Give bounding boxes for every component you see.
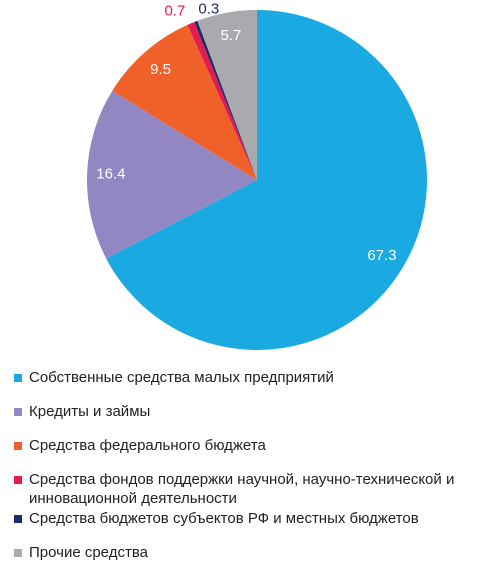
data-label: 0.3: [198, 1, 219, 18]
legend-item: Средства фондов поддержки научной, научн…: [14, 470, 469, 508]
legend-swatch: [14, 442, 22, 450]
legend-swatch: [14, 549, 22, 557]
data-label: 67.3: [367, 247, 396, 264]
data-label: 9.5: [150, 61, 171, 78]
legend-swatch: [14, 476, 22, 484]
pie-slice: [197, 10, 257, 180]
pie-slice: [187, 21, 257, 180]
legend-label: Кредиты и займы: [29, 403, 151, 420]
pie-slice: [112, 24, 257, 180]
legend-item: Средства федерального бюджета: [14, 436, 469, 455]
legend-item: Кредиты и займы: [14, 402, 469, 421]
legend-swatch: [14, 408, 22, 416]
pie-slice: [87, 90, 257, 259]
legend-swatch: [14, 374, 22, 382]
chart: 67.3 16.4 9.5 0.7 0.35.7: [87, 1, 428, 351]
legend-label: Средства федерального бюджета: [29, 437, 266, 454]
legend-label: Средства фондов поддержки научной, научн…: [29, 471, 455, 507]
legend-label: Средства бюджетов субъектов РФ и местных…: [29, 510, 419, 527]
pie-slice: [194, 20, 257, 181]
legend-item: Прочие средства: [14, 543, 469, 562]
legend-item: Средства бюджетов субъектов РФ и местных…: [14, 509, 469, 528]
pie-slice: [106, 10, 428, 351]
data-label: 5.7: [221, 27, 242, 44]
legend-item: Собственные средства малых предприятий: [14, 368, 469, 387]
data-label: 0.7: [164, 3, 185, 20]
data-label: 16.4: [96, 166, 125, 183]
legend-label: Собственные средства малых предприятий: [29, 369, 334, 386]
legend-swatch: [14, 515, 22, 523]
legend-label: Прочие средства: [29, 544, 148, 561]
